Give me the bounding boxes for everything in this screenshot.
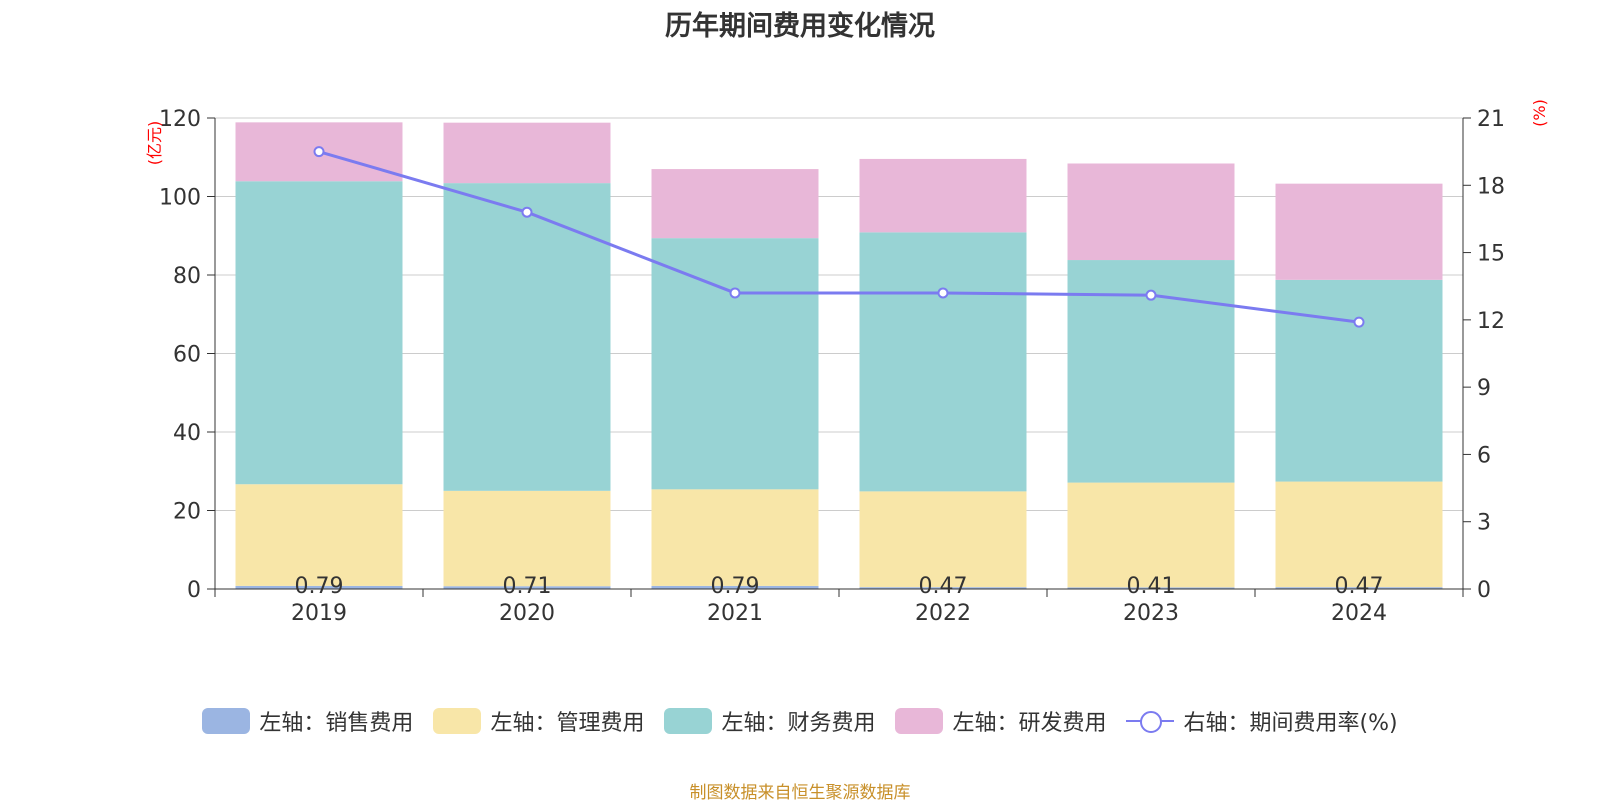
data-label-sales: 0.41 xyxy=(1127,574,1176,599)
y-left-tick-label: 80 xyxy=(173,264,201,289)
legend: 左轴：销售费用 左轴：管理费用 左轴：财务费用 左轴：研发费用 右轴：期间费用率… xyxy=(0,704,1600,738)
x-tick-label: 2019 xyxy=(291,601,347,626)
data-label-sales: 0.71 xyxy=(503,574,552,599)
source-note: 制图数据来自恒生聚源数据库 xyxy=(689,783,911,803)
bar-segment-3[interactable] xyxy=(651,169,819,239)
y-right-tick-label: 0 xyxy=(1477,578,1491,603)
label-layer: 0.79 0.71 0.79 0.47 0.41 0.47 xyxy=(295,574,1384,599)
bar-segment-2[interactable] xyxy=(859,232,1027,492)
legend-item-admin[interactable]: 左轴：管理费用 xyxy=(433,705,644,737)
bar-segment-3[interactable] xyxy=(1067,163,1235,261)
chart-title: 历年期间费用变化情况 xyxy=(665,11,935,42)
bar-segment-3[interactable] xyxy=(859,158,1027,233)
y-right-tick-label: 9 xyxy=(1477,376,1491,401)
bar-segment-0[interactable] xyxy=(235,585,403,589)
bar-segment-2[interactable] xyxy=(235,181,403,485)
y-left-tick-label: 120 xyxy=(159,107,201,132)
y-right-tick-label: 18 xyxy=(1477,174,1505,199)
x-tick-label: 2021 xyxy=(707,601,763,626)
legend-swatch-admin xyxy=(433,708,482,734)
line-layer xyxy=(313,146,1365,328)
y-left-unit-label: (亿元) xyxy=(145,121,164,166)
y-left-tick-label: 0 xyxy=(187,578,201,603)
axis-layer: 0 20 40 60 80 100 120 0 3 6 9 12 15 18 21 2019 2020 2021 2… xyxy=(145,99,1549,626)
legend-item-expense-ratio[interactable]: 右轴：期间费用率(%) xyxy=(1126,705,1398,737)
legend-swatch-sales xyxy=(202,708,251,734)
data-label-sales: 0.47 xyxy=(919,574,968,599)
expense-ratio-point[interactable] xyxy=(313,146,325,158)
legend-label-finance: 左轴：财务费用 xyxy=(721,711,876,736)
bar-segment-1[interactable] xyxy=(1275,481,1443,588)
bar-segment-0[interactable] xyxy=(1067,587,1235,589)
bar-segment-3[interactable] xyxy=(1275,183,1443,280)
x-tick-label: 2020 xyxy=(499,601,555,626)
x-tick-label: 2022 xyxy=(915,601,971,626)
bar-segment-0[interactable] xyxy=(651,585,819,589)
legend-item-finance[interactable]: 左轴：财务费用 xyxy=(664,705,875,737)
bar-segment-1[interactable] xyxy=(859,491,1027,588)
y-left-tick-label: 100 xyxy=(159,186,201,211)
legend-swatch-finance xyxy=(664,708,713,734)
y-left-tick-label: 20 xyxy=(173,500,201,525)
data-label-sales: 0.79 xyxy=(295,574,344,599)
bar-segment-2[interactable] xyxy=(1275,279,1443,482)
grid-layer xyxy=(215,117,1463,511)
bar-layer xyxy=(235,122,1443,589)
x-tick-label: 2024 xyxy=(1331,601,1387,626)
x-tick-label: 2023 xyxy=(1123,601,1179,626)
legend-label-rd: 左轴：研发费用 xyxy=(952,711,1107,736)
legend-label-sales: 左轴：销售费用 xyxy=(259,711,414,736)
expense-ratio-point[interactable] xyxy=(1353,316,1365,328)
bar-segment-2[interactable] xyxy=(651,238,819,490)
bar-segment-0[interactable] xyxy=(859,587,1027,589)
expense-ratio-point[interactable] xyxy=(521,206,533,218)
data-label-sales: 0.47 xyxy=(1335,574,1384,599)
y-right-unit-label: (%) xyxy=(1530,99,1549,127)
y-right-tick-label: 15 xyxy=(1477,242,1505,267)
y-right-tick-label: 21 xyxy=(1477,107,1505,132)
legend-swatch-expense-ratio xyxy=(1126,708,1175,734)
bar-segment-1[interactable] xyxy=(651,489,819,586)
bar-segment-1[interactable] xyxy=(235,484,403,586)
bar-segment-0[interactable] xyxy=(1275,587,1443,589)
legend-item-rd[interactable]: 左轴：研发费用 xyxy=(895,705,1106,737)
y-right-tick-label: 12 xyxy=(1477,309,1505,334)
data-label-sales: 0.79 xyxy=(711,574,760,599)
y-left-tick-label: 40 xyxy=(173,421,201,446)
legend-label-admin: 左轴：管理费用 xyxy=(490,711,645,736)
expense-ratio-point[interactable] xyxy=(937,287,949,299)
expense-ratio-line xyxy=(318,150,1360,324)
legend-swatch-rd xyxy=(895,708,944,734)
expense-ratio-point[interactable] xyxy=(729,287,741,299)
bar-segment-3[interactable] xyxy=(443,122,611,184)
bar-segment-2[interactable] xyxy=(443,183,611,491)
y-right-tick-label: 6 xyxy=(1477,443,1491,468)
y-right-tick-label: 3 xyxy=(1477,511,1491,536)
bar-segment-1[interactable] xyxy=(443,490,611,587)
bar-segment-0[interactable] xyxy=(443,586,611,589)
legend-item-sales[interactable]: 左轴：销售费用 xyxy=(202,705,413,737)
y-left-tick-label: 60 xyxy=(173,343,201,368)
expense-ratio-point[interactable] xyxy=(1145,289,1157,301)
legend-label-expense-ratio: 右轴：期间费用率(%) xyxy=(1183,711,1398,736)
bar-segment-1[interactable] xyxy=(1067,482,1235,588)
